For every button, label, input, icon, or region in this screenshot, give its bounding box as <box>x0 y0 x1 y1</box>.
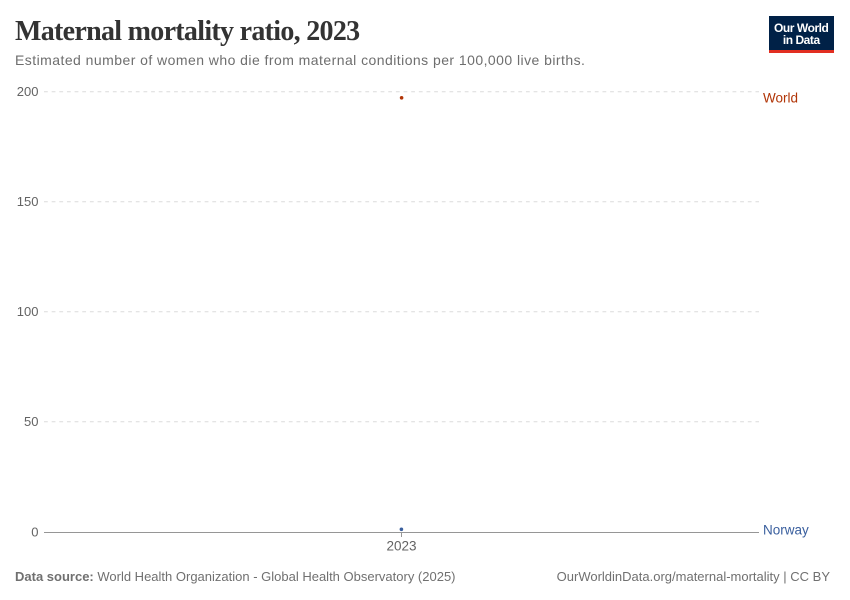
svg-text:Norway: Norway <box>763 523 809 538</box>
svg-text:0: 0 <box>31 524 38 539</box>
svg-text:150: 150 <box>17 194 39 209</box>
svg-text:World: World <box>763 91 798 106</box>
svg-text:100: 100 <box>17 304 39 319</box>
svg-text:50: 50 <box>24 414 38 429</box>
svg-text:200: 200 <box>17 84 39 99</box>
svg-text:2023: 2023 <box>386 539 416 554</box>
